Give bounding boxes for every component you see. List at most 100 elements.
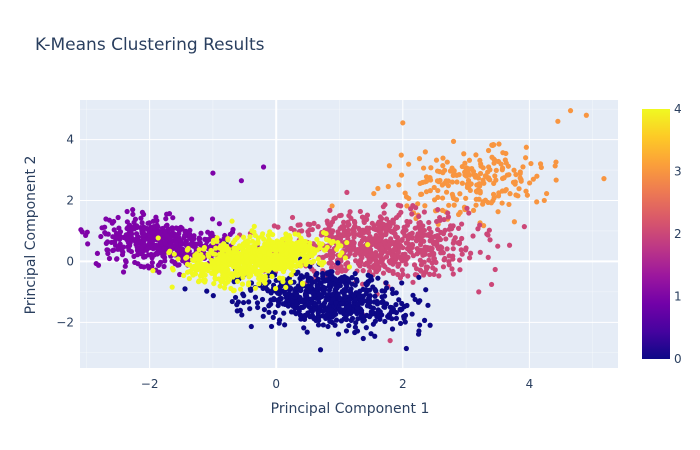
scatter-point xyxy=(354,278,360,284)
scatter-point xyxy=(387,260,393,266)
scatter-point xyxy=(393,257,399,263)
scatter-point xyxy=(331,281,337,287)
scatter-point xyxy=(555,118,561,124)
scatter-point xyxy=(121,234,127,241)
scatter-point xyxy=(260,313,266,319)
scatter-point xyxy=(310,290,316,296)
scatter-point xyxy=(333,317,340,323)
scatter-point xyxy=(416,328,422,334)
scatter-point xyxy=(269,273,275,279)
scatter-point xyxy=(506,172,512,178)
scatter-point xyxy=(431,184,437,191)
scatter-point xyxy=(446,253,452,259)
scatter-point xyxy=(360,335,366,342)
scatter-point xyxy=(300,274,306,280)
scatter-point xyxy=(240,234,247,240)
scatter-point xyxy=(172,259,178,265)
scatter-point xyxy=(196,246,202,253)
scatter-point xyxy=(437,244,444,250)
scatter-point xyxy=(282,265,288,271)
scatter-point xyxy=(292,231,298,237)
scatter-point xyxy=(192,252,198,259)
scatter-point xyxy=(305,229,311,235)
scatter-point xyxy=(440,264,447,270)
scatter-point xyxy=(161,263,167,270)
scatter-point xyxy=(553,159,559,165)
scatter-point xyxy=(438,248,445,254)
scatter-point xyxy=(272,254,278,260)
scatter-point xyxy=(416,213,422,220)
scatter-point xyxy=(409,211,415,217)
scatter-point xyxy=(229,298,235,305)
scatter-point xyxy=(426,231,432,237)
scatter-point xyxy=(523,155,529,161)
scatter-point xyxy=(477,188,483,194)
scatter-point xyxy=(412,225,418,231)
scatter-point xyxy=(466,157,473,163)
scatter-point xyxy=(297,259,303,266)
scatter-point xyxy=(320,254,326,261)
scatter-point xyxy=(197,240,203,246)
scatter-point xyxy=(506,201,512,208)
scatter-point xyxy=(128,248,135,255)
scatter-point xyxy=(375,309,381,315)
scatter-point xyxy=(315,322,322,328)
scatter-point xyxy=(443,178,449,184)
scatter-point xyxy=(363,325,369,331)
scatter-point xyxy=(106,255,113,262)
scatter-point xyxy=(232,245,238,251)
scatter-point xyxy=(339,301,345,307)
scatter-point xyxy=(272,285,279,292)
scatter-point xyxy=(344,189,350,196)
scatter-point xyxy=(341,267,347,273)
scatter-point xyxy=(416,220,422,226)
scatter-point xyxy=(221,285,228,291)
scatter-point xyxy=(334,265,340,271)
scatter-point xyxy=(182,286,188,292)
scatter-point xyxy=(495,243,501,249)
scatter-point xyxy=(210,170,216,176)
scatter-point xyxy=(367,304,373,310)
scatter-point xyxy=(498,161,504,167)
colorbar xyxy=(642,109,670,359)
scatter-point xyxy=(169,284,175,290)
scatter-point xyxy=(523,188,529,194)
scatter-point xyxy=(329,269,335,275)
scatter-point xyxy=(293,299,299,305)
scatter-point xyxy=(412,296,418,303)
scatter-point xyxy=(227,231,233,238)
scatter-point xyxy=(197,235,203,242)
scatter-point xyxy=(477,222,483,228)
scatter-point xyxy=(476,181,482,187)
scatter-point xyxy=(214,235,220,241)
scatter-point xyxy=(204,238,210,245)
scatter-point xyxy=(360,286,366,292)
scatter-point xyxy=(110,247,117,253)
scatter-point xyxy=(173,240,179,246)
scatter-point xyxy=(302,254,308,260)
scatter-point xyxy=(225,237,231,243)
scatter-point xyxy=(466,255,473,261)
scatter-point xyxy=(338,243,344,249)
scatter-point xyxy=(480,177,486,183)
scatter-point xyxy=(246,244,252,251)
scatter-point xyxy=(364,312,370,318)
scatter-point xyxy=(347,209,353,215)
scatter-point xyxy=(364,225,370,231)
scatter-point xyxy=(301,325,307,331)
scatter-point xyxy=(328,260,335,266)
scatter-point xyxy=(266,258,273,265)
scatter-point xyxy=(377,253,383,259)
scatter-point xyxy=(282,301,288,308)
scatter-point xyxy=(145,245,151,251)
scatter-point xyxy=(127,233,134,240)
scatter-point xyxy=(225,246,232,252)
scatter-point xyxy=(78,227,84,233)
scatter-point xyxy=(308,276,314,282)
scatter-point xyxy=(167,248,173,254)
scatter-point xyxy=(365,230,372,236)
scatter-point xyxy=(374,265,380,271)
scatter-point xyxy=(433,259,439,265)
scatter-point xyxy=(421,259,427,265)
